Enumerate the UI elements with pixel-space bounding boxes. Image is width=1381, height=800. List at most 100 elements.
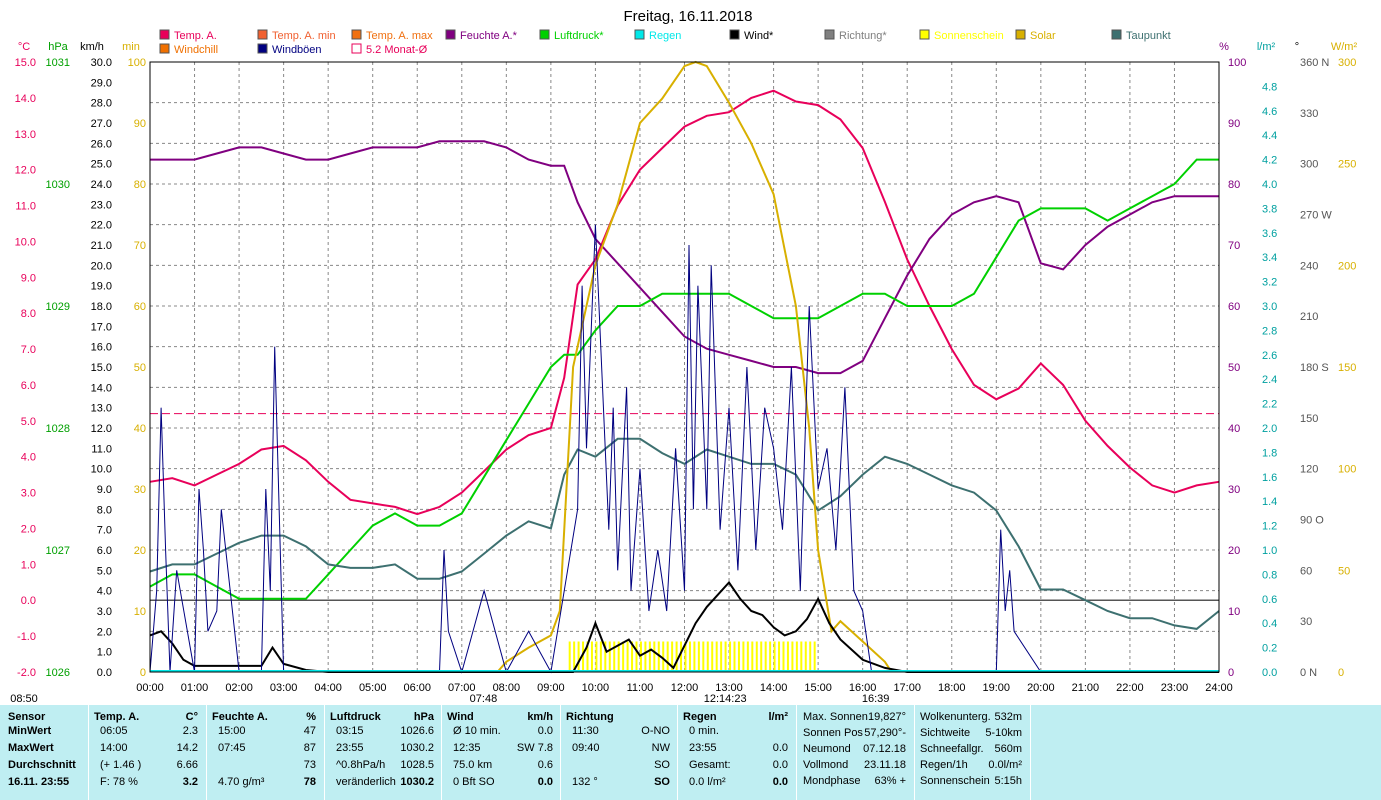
sunshine-bar (769, 641, 772, 672)
temp-tick-label: 0.0 (21, 595, 36, 607)
extra-label: Regen/1h (920, 759, 968, 771)
x-tick-label: 05:00 (359, 682, 387, 694)
solar-tick-label: 50 (1338, 565, 1350, 577)
humidity-tick-label: 30 (1228, 484, 1240, 496)
extra-label: Sichtweite (920, 727, 971, 739)
axis-unit: ° (1295, 41, 1299, 53)
sun-tick-label: 20 (134, 545, 146, 557)
wind-tick-label: 7.0 (97, 525, 112, 537)
sunshine-bar (590, 641, 593, 672)
sun-tick-label: 70 (134, 240, 146, 252)
temp-tick-label: 13.0 (15, 129, 36, 141)
sunshine-bar (737, 641, 740, 672)
sensor-row: 16.11. 23:55 (8, 776, 70, 788)
rain-tick-label: 3.0 (1262, 301, 1277, 313)
series-temp-a (149, 89, 1220, 516)
sunshine-bar (666, 641, 669, 672)
data-marks (149, 60, 1220, 674)
sun-tick-label: 100 (128, 57, 146, 69)
panel-separator (796, 705, 797, 800)
sunshine-bar (813, 641, 816, 672)
rain-tick-label: 4.2 (1262, 155, 1277, 167)
solar-tick-label: 300 (1338, 57, 1356, 69)
wind-tick-label: 23.0 (91, 199, 112, 211)
sunshine-bar (577, 641, 580, 672)
sunshine-bar (626, 641, 629, 672)
sunshine-bar (804, 641, 807, 672)
series-windb-en (149, 224, 1219, 674)
x-tick-label: 15:00 (804, 682, 832, 694)
direction-tick-label: 360 N (1300, 57, 1329, 69)
legend-swatch (919, 29, 930, 40)
direction-tick-label: 210 (1300, 311, 1318, 323)
series-solar (496, 60, 893, 673)
direction-tick-label: 270 W (1300, 210, 1332, 222)
solar-tick-label: 250 (1338, 159, 1356, 171)
sunshine-bar (613, 641, 616, 672)
humidity-tick-label: 80 (1228, 179, 1240, 191)
wind-tick-label: 20.0 (91, 260, 112, 272)
temp-tick-label: 3.0 (21, 488, 36, 500)
solar-tick-label: 150 (1338, 362, 1356, 374)
legend-swatch (539, 29, 550, 40)
rain-tick-label: 4.0 (1262, 179, 1277, 191)
x-tick-label: 03:00 (270, 682, 298, 694)
temp-tick-label: 1.0 (21, 559, 36, 571)
temp-header: Temp. A. (94, 711, 140, 723)
feuchte-label: 07:45 (218, 742, 246, 754)
rain-tick-label: 0.6 (1262, 594, 1277, 606)
sunshine-bar (675, 641, 678, 672)
humidity-tick-label: 10 (1228, 606, 1240, 618)
direction-tick-label: 30 (1300, 616, 1312, 628)
humidity-tick-label: 60 (1228, 301, 1240, 313)
rain-tick-label: 4.6 (1262, 106, 1277, 118)
direction-tick-label: 90 O (1300, 515, 1324, 527)
sunshine-bar (568, 641, 571, 672)
axis-unit: l/m² (1257, 41, 1276, 53)
humidity-tick-label: 20 (1228, 545, 1240, 557)
legend-swatch (729, 29, 740, 40)
x-tick-label: 08:00 (493, 682, 521, 694)
rain-tick-label: 0.0 (1262, 667, 1277, 679)
sunshine-bar (795, 641, 798, 672)
series-taupunkt (149, 437, 1220, 630)
axis-unit: % (1219, 41, 1229, 53)
extra-label: Schneefallgr. (920, 743, 984, 755)
temp-tick-label: 5.0 (21, 416, 36, 428)
sunshine-bar (671, 641, 674, 672)
temp-tick-label: 10.0 (15, 236, 36, 248)
luftdruck-label: 23:55 (336, 742, 364, 754)
wind-header: Wind (447, 711, 474, 723)
sun-tick-label: 30 (134, 484, 146, 496)
legend-swatch (351, 29, 362, 40)
panel-separator (88, 705, 89, 800)
sunshine-bar (622, 641, 625, 672)
legend-swatch (257, 29, 268, 40)
wind-tick-label: 1.0 (97, 647, 112, 659)
sunshine-bar (764, 641, 767, 672)
x-tick-label: 23:00 (1161, 682, 1189, 694)
humidity-tick-label: 70 (1228, 240, 1240, 252)
wind-tick-label: 29.0 (91, 77, 112, 89)
sunshine-bar (751, 641, 754, 672)
pressure-tick-label: 1030 (46, 179, 70, 191)
luftdruck-label: ^0.8hPa/h (336, 759, 386, 771)
wind-tick-label: 18.0 (91, 301, 112, 313)
pressure-tick-label: 1028 (46, 423, 70, 435)
sunshine-bar (595, 641, 598, 672)
temp-tick-label: 15.0 (15, 57, 36, 69)
x-tick-label: 00:00 (136, 682, 164, 694)
wind-tick-label: 10.0 (91, 464, 112, 476)
sun-tick-label: 40 (134, 423, 146, 435)
luftdruck-label: 03:15 (336, 725, 364, 737)
pressure-tick-label: 1031 (46, 57, 70, 69)
temp-tick-label: 11.0 (15, 201, 36, 213)
sensor-row: MaxWert (8, 742, 54, 754)
sunshine-bar (791, 641, 794, 672)
x-tick-label: 19:00 (983, 682, 1011, 694)
legend-label: Windchill (174, 44, 218, 56)
wind-tick-label: 30.0 (91, 57, 112, 69)
sunset-label: 16:39 (862, 693, 890, 705)
sunshine-bar (631, 641, 634, 672)
wind-label: 12:35 (453, 742, 481, 754)
